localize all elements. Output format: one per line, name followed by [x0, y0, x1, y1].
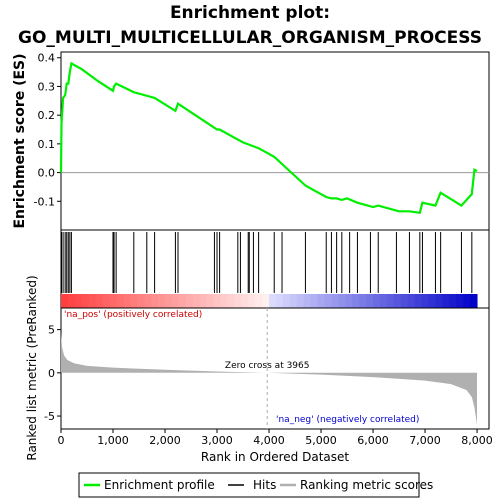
color-bar-segment — [137, 294, 145, 308]
color-bar-segment — [171, 294, 180, 308]
ranking-metric-area — [61, 333, 477, 425]
color-bar-segment — [428, 294, 436, 308]
es-y-tick-label: 0.2 — [38, 109, 56, 122]
color-bar-segment — [213, 294, 221, 308]
color-bar-segment — [269, 294, 277, 308]
color-bar-segment — [241, 294, 249, 308]
color-bar-segment — [449, 294, 457, 308]
metric-y-tick-label: 5 — [48, 324, 55, 337]
color-bar-segment — [393, 294, 402, 308]
rank-x-axis: 0 1,000 2,000 3,000 4,000 5,000 6,000 7,000 8,00… — [58, 429, 493, 447]
color-bar-segment — [289, 294, 298, 308]
es-y-axis-label: Enrichment score (ES) — [12, 53, 28, 228]
color-bar-segment — [199, 294, 208, 308]
color-bar-segment — [123, 294, 131, 308]
color-bar-segment — [352, 294, 360, 308]
x-tick-label: 7,000 — [409, 434, 441, 447]
color-bar-segment — [165, 294, 173, 308]
color-bar-segment — [81, 294, 90, 308]
legend-box — [78, 472, 420, 498]
color-bar-segment — [67, 294, 76, 308]
color-bar-segment — [338, 294, 346, 308]
es-y-axis: 0.4 0.3 0.2 0.1 0.0 -0.1 — [34, 52, 61, 208]
color-bar-segment — [386, 294, 395, 308]
x-tick-label: 5,000 — [305, 434, 337, 447]
rank-color-bar — [61, 294, 478, 308]
x-tick-label: 1,000 — [97, 434, 129, 447]
color-bar-segment — [317, 294, 325, 308]
metric-y-tick-label: 0 — [48, 367, 55, 380]
color-bar-segment — [102, 294, 111, 308]
es-y-tick-label: 0.1 — [38, 138, 56, 151]
color-bar-segment — [88, 294, 97, 308]
metric-y-tick-label: -5 — [44, 410, 55, 423]
color-bar-segment — [192, 294, 201, 308]
color-bar-segment — [74, 294, 83, 308]
x-tick-label: 6,000 — [357, 434, 389, 447]
color-bar-segment — [255, 294, 263, 308]
es-y-tick-label: 0.0 — [38, 167, 56, 180]
color-bar-segment — [234, 294, 242, 308]
legend-ranking-label: Ranking metric scores — [300, 478, 433, 492]
zero-cross-label: Zero cross at 3965 — [225, 361, 310, 371]
metric-y-axis: 5 0 -5 — [44, 324, 61, 423]
color-bar-segment — [61, 294, 69, 308]
color-bar-segment — [185, 294, 194, 308]
color-bar-segment — [248, 294, 256, 308]
rank-x-axis-label: Rank in Ordered Dataset — [201, 450, 349, 464]
negative-correlation-label: 'na_neg' (negatively correlated) — [276, 415, 419, 425]
color-bar-segment — [345, 294, 353, 308]
color-bar-segment — [310, 294, 319, 308]
x-tick-label: 2,000 — [149, 434, 181, 447]
color-bar-segment — [456, 294, 464, 308]
color-bar-segment — [130, 294, 138, 308]
color-bar-segment — [366, 294, 374, 308]
es-y-tick-label: -0.1 — [34, 195, 55, 208]
color-bar-segment — [324, 294, 332, 308]
x-tick-label: 4,000 — [253, 434, 285, 447]
color-bar-segment — [95, 294, 104, 308]
x-tick-label: 8,000 — [461, 434, 493, 447]
color-bar-segment — [470, 294, 478, 308]
enrichment-profile-line — [59, 61, 478, 215]
color-bar-segment — [144, 294, 152, 308]
x-tick-label: 0 — [58, 434, 65, 447]
chart-title-line-2: GO_MULTI_MULTICELLULAR_ORGANISM_PROCESS — [18, 28, 482, 48]
es-y-tick-label: 0.4 — [38, 52, 56, 65]
legend-hits-label: Hits — [253, 478, 276, 492]
hits-marks — [61, 232, 473, 293]
color-bar-segment — [373, 294, 381, 308]
color-bar-segment — [151, 294, 159, 308]
metric-y-axis-label: Ranked list metric (PreRanked) — [25, 275, 39, 460]
color-bar-segment — [359, 294, 367, 308]
color-bar-segment — [109, 294, 117, 308]
color-bar-segment — [116, 294, 124, 308]
color-bar-segment — [206, 294, 215, 308]
color-bar-segment — [275, 294, 284, 308]
color-bar-segment — [407, 294, 416, 308]
color-bar-segment — [303, 294, 312, 308]
color-bar-segment — [400, 294, 409, 308]
color-bar-segment — [442, 294, 450, 308]
color-bar-segment — [421, 294, 430, 308]
color-bar-segment — [178, 294, 187, 308]
legend-enrichment-label: Enrichment profile — [104, 478, 215, 492]
color-bar-segment — [158, 294, 166, 308]
es-y-tick-label: 0.3 — [38, 80, 56, 93]
color-bar-segment — [227, 294, 235, 308]
color-bar-segment — [262, 294, 270, 308]
color-bar-segment — [414, 294, 423, 308]
color-bar-segment — [220, 294, 228, 308]
chart-title-line-1: Enrichment plot: — [169, 3, 331, 23]
color-bar-segment — [296, 294, 305, 308]
color-bar-segment — [463, 294, 471, 308]
color-bar-segment — [435, 294, 443, 308]
positive-correlation-label: 'na_pos' (positively correlated) — [64, 310, 202, 320]
color-bar-segment — [331, 294, 339, 308]
x-tick-label: 3,000 — [201, 434, 233, 447]
color-bar-segment — [379, 294, 388, 308]
color-bar-segment — [282, 294, 291, 308]
